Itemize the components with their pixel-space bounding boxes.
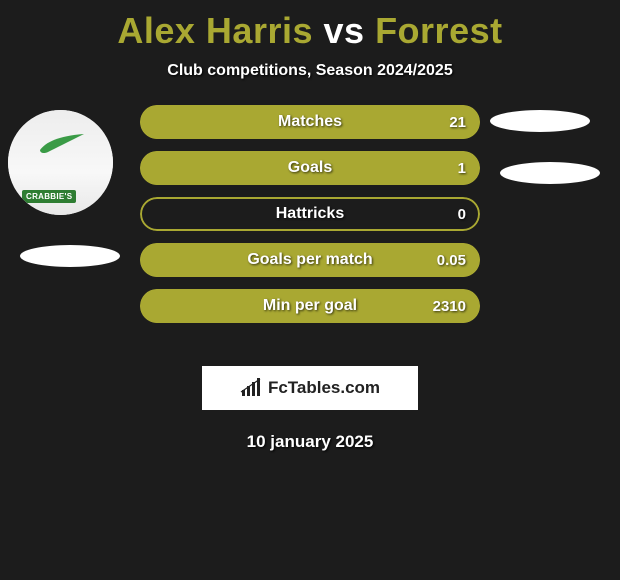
subtitle: Club competitions, Season 2024/2025 <box>0 62 620 80</box>
crabbies-badge: CRABBIE'S <box>22 190 76 203</box>
stat-row: Hattricks0 <box>140 197 480 231</box>
player2-country-pill-1 <box>490 110 590 132</box>
date-line: 10 january 2025 <box>0 432 620 452</box>
title-vs: vs <box>324 10 376 51</box>
stat-label: Matches <box>140 105 480 139</box>
title-player2: Forrest <box>375 10 503 51</box>
player1-avatar: CRABBIE'S <box>8 110 113 215</box>
stat-value: 1 <box>458 151 466 185</box>
player1-avatar-bg: CRABBIE'S <box>8 110 113 215</box>
stat-row: Matches21 <box>140 105 480 139</box>
page-title: Alex Harris vs Forrest <box>0 0 620 52</box>
nike-swoosh-icon <box>38 132 86 154</box>
stats-bars: Matches21 Goals1 Hattricks0 Goals per match… <box>140 105 480 335</box>
stat-row: Goals1 <box>140 151 480 185</box>
bar-chart-icon <box>240 378 262 398</box>
stat-value: 2310 <box>433 289 466 323</box>
stat-value: 21 <box>449 105 466 139</box>
stat-label: Goals per match <box>140 243 480 277</box>
stat-row: Min per goal2310 <box>140 289 480 323</box>
stat-label: Goals <box>140 151 480 185</box>
fctables-logo: FcTables.com <box>202 366 418 410</box>
stat-row: Goals per match0.05 <box>140 243 480 277</box>
player1-country-pill <box>20 245 120 267</box>
stat-label: Hattricks <box>140 197 480 231</box>
fctables-logo-text: FcTables.com <box>268 378 380 398</box>
comparison-content: CRABBIE'S Matches21Goals1Hattricks0Goals… <box>0 110 620 350</box>
stat-label: Min per goal <box>140 289 480 323</box>
stat-value: 0 <box>458 197 466 231</box>
title-player1: Alex Harris <box>117 10 313 51</box>
player2-country-pill-2 <box>500 162 600 184</box>
stat-value: 0.05 <box>437 243 466 277</box>
